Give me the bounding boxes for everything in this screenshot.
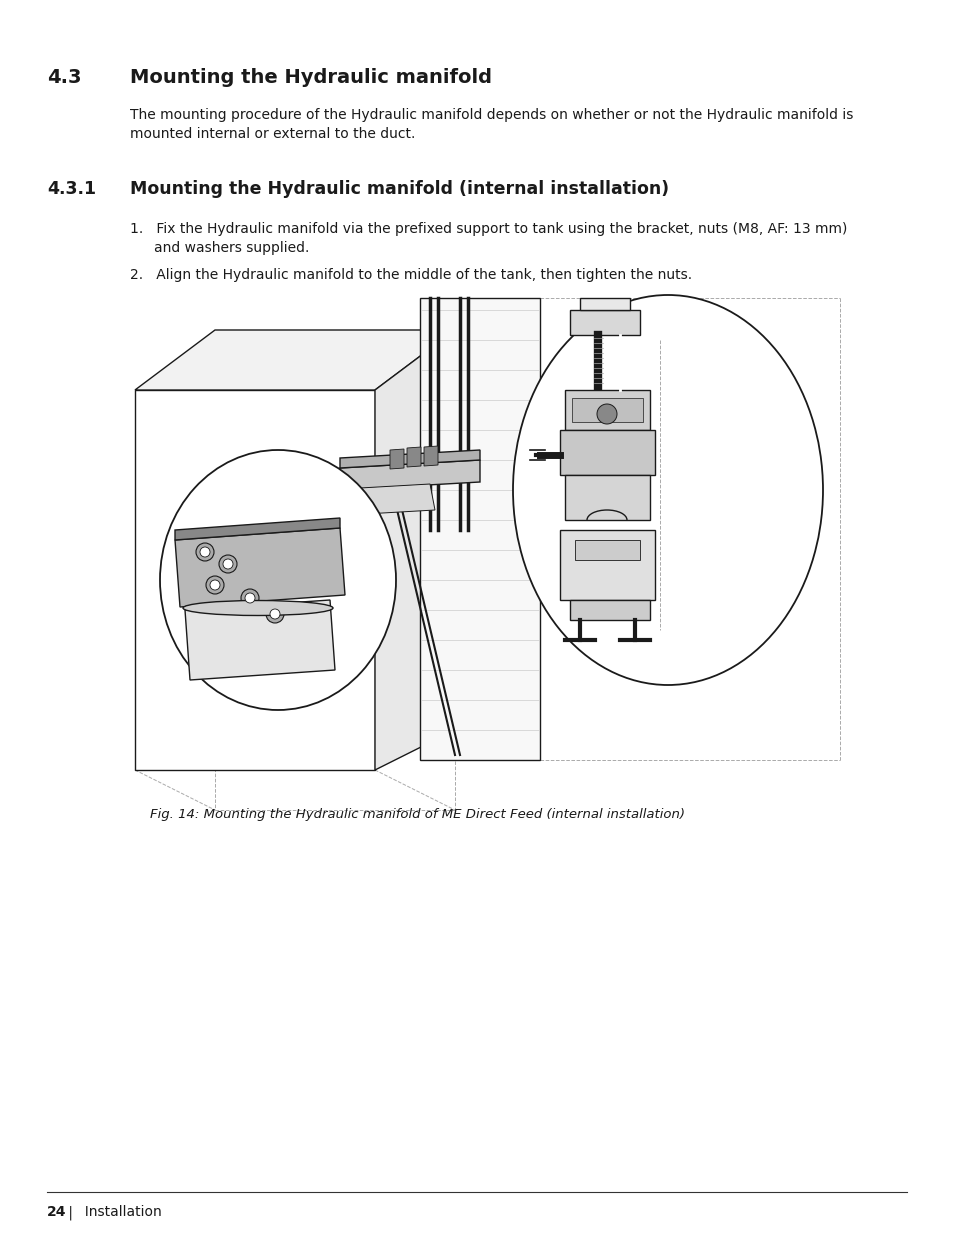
Text: 4.3: 4.3 — [47, 68, 81, 86]
Text: 4.3.1: 4.3.1 — [47, 180, 96, 198]
Polygon shape — [339, 450, 479, 468]
Circle shape — [241, 589, 258, 606]
Text: 24: 24 — [47, 1205, 67, 1219]
Polygon shape — [407, 447, 420, 467]
Circle shape — [597, 404, 617, 424]
Text: Mounting the Hydraulic manifold: Mounting the Hydraulic manifold — [130, 68, 492, 86]
Ellipse shape — [183, 600, 333, 615]
Polygon shape — [174, 529, 345, 606]
Polygon shape — [575, 540, 639, 559]
Circle shape — [223, 559, 233, 569]
Polygon shape — [339, 459, 479, 490]
Ellipse shape — [513, 295, 822, 685]
Polygon shape — [419, 298, 539, 760]
Text: Installation: Installation — [76, 1205, 162, 1219]
Ellipse shape — [160, 450, 395, 710]
Polygon shape — [359, 484, 435, 514]
Polygon shape — [572, 398, 642, 422]
Polygon shape — [135, 390, 375, 769]
Text: Mounting the Hydraulic manifold (internal installation): Mounting the Hydraulic manifold (interna… — [130, 180, 668, 198]
Polygon shape — [579, 298, 629, 310]
Polygon shape — [390, 450, 403, 469]
Polygon shape — [559, 530, 655, 600]
Circle shape — [206, 576, 224, 594]
Polygon shape — [185, 600, 335, 680]
Circle shape — [210, 580, 220, 590]
Polygon shape — [569, 310, 639, 335]
Polygon shape — [135, 330, 455, 390]
Polygon shape — [564, 390, 649, 430]
Text: The mounting procedure of the Hydraulic manifold depends on whether or not the H: The mounting procedure of the Hydraulic … — [130, 107, 853, 122]
Circle shape — [200, 547, 210, 557]
Circle shape — [195, 543, 213, 561]
Circle shape — [270, 609, 280, 619]
Polygon shape — [559, 430, 655, 475]
Polygon shape — [569, 600, 649, 620]
Text: mounted internal or external to the duct.: mounted internal or external to the duct… — [130, 127, 415, 141]
Polygon shape — [375, 330, 455, 769]
Circle shape — [219, 555, 236, 573]
Text: Fig. 14: Mounting the Hydraulic manifold of ME Direct Feed (internal installatio: Fig. 14: Mounting the Hydraulic manifold… — [150, 808, 684, 821]
Text: and washers supplied.: and washers supplied. — [153, 241, 309, 254]
Text: 2.   Align the Hydraulic manifold to the middle of the tank, then tighten the nu: 2. Align the Hydraulic manifold to the m… — [130, 268, 691, 282]
Text: |: | — [64, 1205, 73, 1219]
Text: 1.   Fix the Hydraulic manifold via the prefixed support to tank using the brack: 1. Fix the Hydraulic manifold via the pr… — [130, 222, 846, 236]
Polygon shape — [174, 517, 339, 540]
Polygon shape — [423, 446, 437, 466]
Circle shape — [245, 593, 254, 603]
Polygon shape — [564, 475, 649, 520]
Circle shape — [266, 605, 284, 622]
